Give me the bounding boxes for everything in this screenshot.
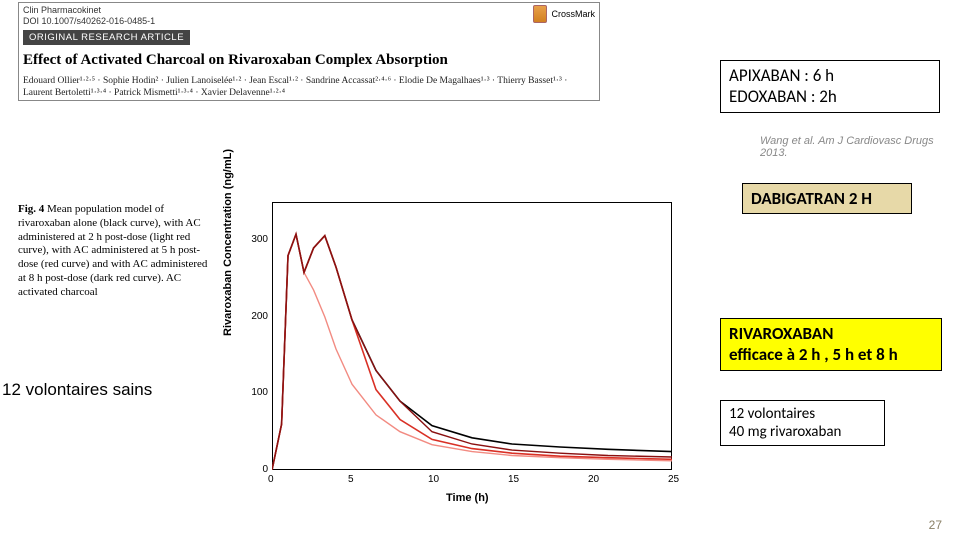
crossmark-label: CrossMark bbox=[551, 9, 595, 19]
chart-series bbox=[272, 234, 672, 470]
chart-xlabel: Time (h) bbox=[446, 492, 489, 504]
article-type-badge: ORIGINAL RESEARCH ARTICLE bbox=[23, 30, 190, 45]
apixaban-line2: EDOXABAN : 2h bbox=[729, 86, 931, 107]
chart-xtick: 0 bbox=[268, 474, 274, 485]
citation-text: Wang et al. Am J Cardiovasc Drugs 2013. bbox=[760, 135, 960, 159]
chart-curves bbox=[272, 202, 672, 470]
figure-caption: Fig. 4 Mean population model of rivaroxa… bbox=[18, 203, 213, 299]
riva-line2: efficace à 2 h , 5 h et 8 h bbox=[729, 344, 933, 365]
rivaroxaban-box: RIVAROXABAN efficace à 2 h , 5 h et 8 h bbox=[720, 318, 942, 371]
apixaban-box: APIXABAN : 6 h EDOXABAN : 2h bbox=[720, 60, 940, 113]
chart-xtick: 5 bbox=[348, 474, 354, 485]
chart-ytick: 300 bbox=[246, 234, 268, 245]
apixaban-line1: APIXABAN : 6 h bbox=[729, 65, 931, 86]
dabigatran-box: DABIGATRAN 2 H bbox=[742, 183, 912, 214]
volunteers-left-note: 12 volontaires sains bbox=[2, 380, 152, 400]
figure-caption-text: Mean population model of rivaroxaban alo… bbox=[18, 203, 207, 298]
journal-doi: DOI 10.1007/s40262-016-0485-1 bbox=[23, 16, 155, 27]
chart-xtick: 25 bbox=[668, 474, 679, 485]
chart-xtick: 15 bbox=[508, 474, 519, 485]
paper-header: Clin Pharmacokinet DOI 10.1007/s40262-01… bbox=[18, 2, 600, 101]
chart-ytick: 200 bbox=[246, 311, 268, 322]
chart-xtick: 20 bbox=[588, 474, 599, 485]
figure-label: Fig. 4 bbox=[18, 203, 44, 215]
chart-ylabel: Rivaroxaban Concentration (ng/mL) bbox=[222, 149, 234, 336]
chart-series bbox=[272, 234, 672, 470]
chart-series bbox=[272, 234, 672, 470]
paper-title: Effect of Activated Charcoal on Rivaroxa… bbox=[23, 51, 595, 69]
chart-ytick: 100 bbox=[246, 387, 268, 398]
chart-series bbox=[272, 234, 672, 470]
vol-line1: 12 volontaires bbox=[729, 405, 876, 423]
vol-line2: 40 mg rivaroxaban bbox=[729, 423, 876, 441]
chart-ytick: 0 bbox=[246, 464, 268, 475]
crossmark-icon bbox=[533, 5, 547, 23]
riva-line1: RIVAROXABAN bbox=[729, 323, 933, 344]
slide-number: 27 bbox=[929, 518, 942, 532]
journal-name: Clin Pharmacokinet bbox=[23, 5, 155, 16]
volunteers-box: 12 volontaires 40 mg rivaroxaban bbox=[720, 400, 885, 446]
author-list: Edouard Ollier¹·²·⁵ · Sophie Hodin² · Ju… bbox=[23, 75, 595, 100]
chart-xtick: 10 bbox=[428, 474, 439, 485]
pk-chart: Rivaroxaban Concentration (ng/mL) Time (… bbox=[226, 196, 691, 506]
crossmark-badge: CrossMark bbox=[533, 5, 595, 23]
